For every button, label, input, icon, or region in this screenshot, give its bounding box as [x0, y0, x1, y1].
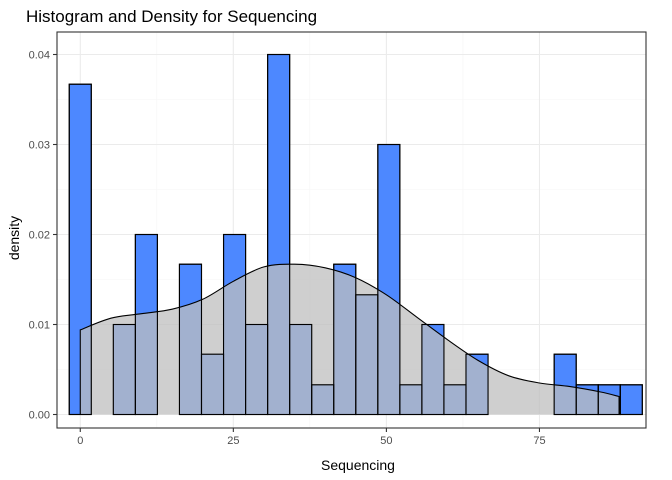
- histogram-bar-outline: [377, 143, 401, 416]
- histogram-bar-outline: [465, 353, 489, 416]
- histogram-bar-outline: [421, 323, 445, 416]
- x-axis-label: Sequencing: [321, 457, 395, 473]
- histogram-bar-outline: [178, 263, 203, 416]
- x-tick-label: 75: [533, 435, 545, 447]
- histogram-bar-outline: [267, 53, 291, 416]
- y-tick-label: 0.02: [29, 230, 50, 242]
- histogram-bars-overlay: [68, 53, 643, 416]
- y-tick-label: 0.03: [29, 140, 50, 152]
- histogram-bar-outline: [619, 384, 643, 416]
- histogram-bar-outline: [289, 323, 313, 416]
- y-tick-label: 0.04: [29, 50, 50, 62]
- density-area: [80, 264, 620, 415]
- x-tick-label: 0: [77, 435, 83, 447]
- y-axis: 0.00 0.01 0.02 0.03 0.04: [29, 50, 57, 422]
- panel-border: [56, 31, 647, 429]
- histogram-bar: [619, 384, 643, 416]
- x-tick-label: 25: [227, 435, 239, 447]
- x-axis: 0 25 50 75: [77, 428, 546, 447]
- y-axis-label: density: [6, 216, 22, 260]
- y-tick-label: 0.00: [29, 410, 50, 422]
- density-layer: [79, 263, 620, 415]
- x-tick-label: 50: [380, 435, 392, 447]
- chart-title: Histogram and Density for Sequencing: [26, 7, 317, 26]
- y-tick-label: 0.01: [29, 320, 50, 332]
- histogram-bar-outline: [68, 83, 92, 416]
- histogram-bar-outline: [134, 233, 158, 416]
